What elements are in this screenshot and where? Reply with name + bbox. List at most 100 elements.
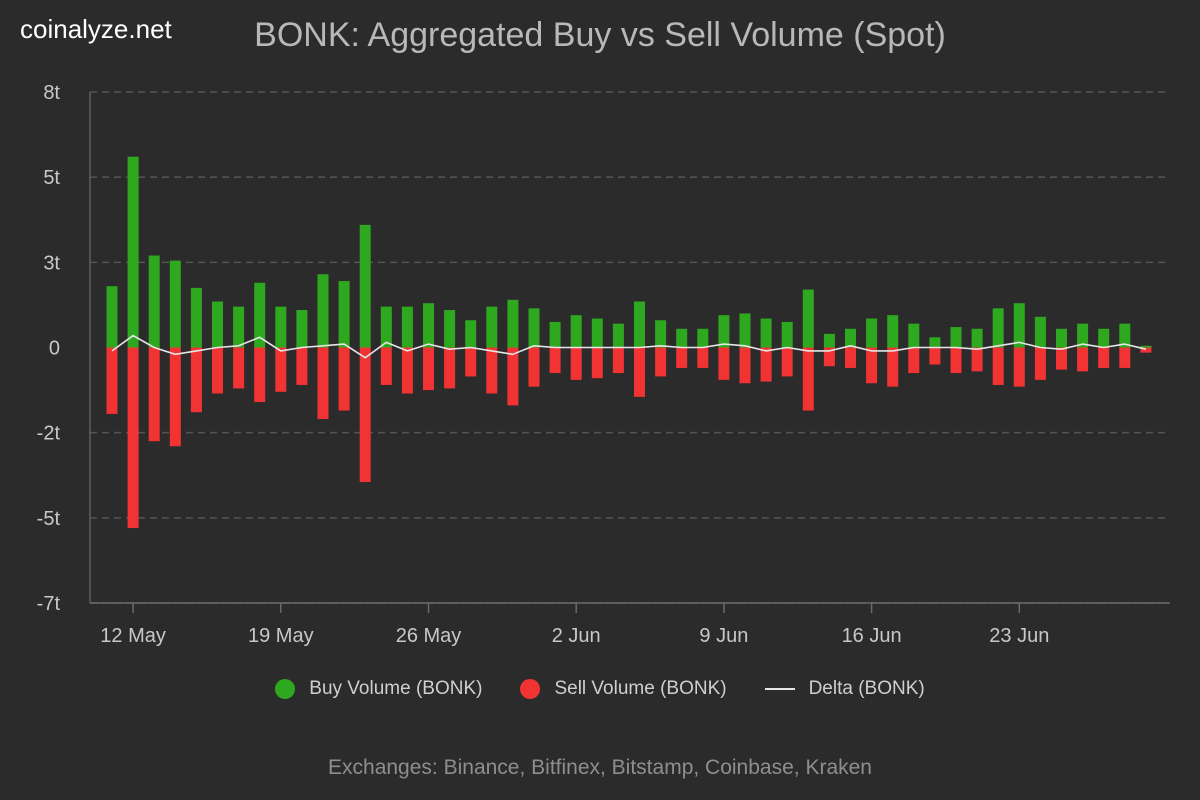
legend: Buy Volume (BONK) Sell Volume (BONK) Del…: [0, 678, 1200, 700]
brand-logo[interactable]: coinalyze.net: [20, 14, 172, 44]
buy-bar: [781, 321, 793, 348]
y-tick-label: 3t: [43, 252, 60, 274]
buy-bar: [233, 306, 245, 348]
sell-bar: [507, 347, 519, 406]
buy-bar: [802, 289, 814, 348]
sell-bar: [486, 347, 498, 394]
buy-bar: [1034, 316, 1046, 348]
bar-layer: [106, 156, 1152, 529]
buy-bar: [212, 301, 223, 348]
legend-label-buy: Buy Volume (BONK): [309, 678, 483, 699]
sell-bar: [570, 347, 582, 380]
buy-dot-icon: [275, 679, 296, 699]
y-tick-label: 5t: [43, 167, 60, 189]
sell-bar: [1119, 347, 1131, 368]
buy-bar: [148, 255, 160, 348]
legend-item-sell[interactable]: Sell Volume (BONK): [520, 678, 727, 700]
sell-bar: [359, 347, 371, 483]
buy-bar: [1140, 345, 1152, 348]
sell-bar: [444, 347, 456, 389]
sell-bar: [423, 347, 434, 391]
buy-bar: [359, 224, 371, 348]
sell-bar: [655, 347, 667, 377]
sell-bar: [718, 347, 730, 380]
chart-title: BONK: Aggregated Buy vs Sell Volume (Spo…: [254, 16, 946, 54]
buy-bar: [465, 320, 477, 348]
sell-bar: [908, 347, 920, 374]
exchanges-footer: Exchanges: Binance, Bitfinex, Bitstamp, …: [328, 756, 872, 779]
y-tick-label: 0: [49, 338, 60, 360]
sell-bar: [802, 347, 814, 411]
x-tick-label: 16 Jun: [842, 625, 902, 647]
buy-bar: [845, 328, 856, 348]
sell-bar: [212, 347, 223, 394]
buy-bar: [444, 310, 456, 348]
buy-bar: [423, 303, 434, 348]
y-tick-label: -2t: [37, 423, 61, 445]
delta-line: [111, 334, 1147, 359]
x-tick-label: 23 Jun: [989, 625, 1049, 647]
sell-bar: [1034, 347, 1046, 380]
y-tick-label: 8t: [43, 82, 60, 104]
buy-bar: [950, 327, 962, 348]
sell-bar: [992, 347, 1004, 385]
buy-bar: [929, 337, 941, 348]
sell-bar: [634, 347, 645, 397]
buy-bar: [760, 318, 772, 348]
buy-bar: [1013, 303, 1025, 348]
sell-bar: [528, 347, 540, 387]
sell-bar: [823, 347, 835, 367]
legend-item-buy[interactable]: Buy Volume (BONK): [275, 678, 482, 700]
sell-bar: [929, 347, 941, 365]
buy-bar: [275, 306, 287, 348]
sell-bar: [1056, 347, 1067, 370]
sell-bar: [1077, 347, 1089, 372]
buy-bar: [591, 318, 603, 348]
sell-bar: [612, 347, 624, 374]
sell-bar: [760, 347, 772, 382]
sell-bar: [190, 347, 202, 413]
buy-bar: [528, 308, 540, 348]
sell-bar: [739, 347, 751, 384]
buy-bar: [106, 286, 118, 348]
buy-bar: [486, 306, 498, 348]
sell-bar: [549, 347, 561, 374]
sell-bar: [106, 347, 118, 414]
buy-bar: [866, 318, 878, 348]
axis-layer: 8t 5t 3t 0 -2t -5t -7t 12 May 19 May 26 May 2 Jun 9…: [37, 82, 1170, 647]
buy-bar: [190, 287, 202, 348]
sell-bar: [233, 347, 245, 389]
buy-bar: [296, 310, 308, 348]
sell-bar: [591, 347, 603, 379]
buy-bar: [697, 328, 709, 348]
sell-bar: [169, 347, 181, 447]
sell-dot-icon: [520, 679, 541, 699]
y-tick-label: -5t: [37, 508, 61, 530]
buy-bar: [992, 308, 1004, 348]
legend-item-delta[interactable]: Delta (BONK): [764, 678, 925, 700]
sell-bar: [1140, 347, 1152, 353]
legend-label-sell: Sell Volume (BONK): [554, 678, 727, 699]
x-tick-label: 12 May: [100, 625, 166, 647]
sell-bar: [317, 347, 329, 420]
sell-bar: [275, 347, 287, 392]
x-tick-label: 26 May: [396, 625, 462, 647]
sell-bar: [971, 347, 983, 372]
buy-bar: [1119, 323, 1131, 348]
sell-bar: [887, 347, 899, 387]
sell-bar: [845, 347, 856, 368]
sell-bar: [866, 347, 878, 384]
buy-bar: [338, 281, 350, 348]
sell-bar: [254, 347, 266, 403]
sell-bar: [1013, 347, 1025, 387]
legend-label-delta: Delta (BONK): [808, 678, 925, 699]
buy-bar: [254, 282, 266, 348]
sell-bar: [148, 347, 160, 442]
buy-bar: [971, 328, 983, 348]
sell-bar: [401, 347, 413, 394]
buy-bar: [127, 156, 139, 348]
sell-bar: [127, 347, 139, 529]
sell-bar: [338, 347, 350, 411]
sell-bar: [1098, 347, 1110, 368]
